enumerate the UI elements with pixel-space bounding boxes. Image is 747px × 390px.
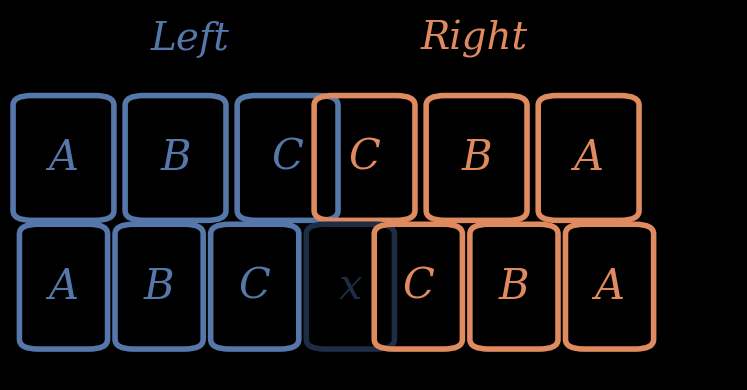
Text: A: A: [49, 137, 78, 179]
Text: Right: Right: [421, 20, 528, 58]
Text: C: C: [403, 266, 434, 308]
Text: A: A: [49, 266, 78, 308]
Text: C: C: [239, 266, 270, 308]
Text: B: B: [462, 137, 492, 179]
Text: B: B: [161, 137, 190, 179]
Text: C: C: [272, 137, 303, 179]
Text: B: B: [144, 266, 174, 308]
Text: A: A: [574, 137, 604, 179]
Text: x: x: [338, 266, 362, 308]
Text: Left: Left: [151, 21, 230, 57]
Text: B: B: [499, 266, 529, 308]
Text: A: A: [595, 266, 624, 308]
Text: C: C: [349, 137, 380, 179]
